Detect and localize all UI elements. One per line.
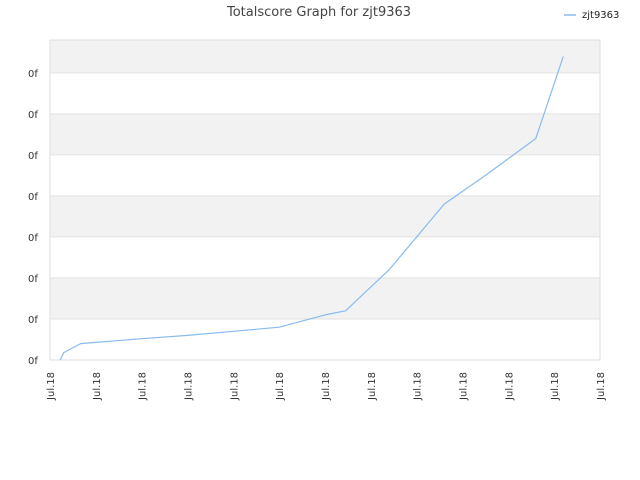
plot-band [50, 318, 600, 360]
x-tick-label: Jul.18 [367, 372, 378, 401]
x-tick-label: Jul.18 [413, 372, 424, 401]
plot-border [49, 39, 601, 361]
plot-band [50, 72, 600, 114]
y-tick-label: 0f [28, 233, 38, 244]
x-tick-label: Jul.18 [229, 372, 240, 401]
y-tick-label: 0f [28, 110, 38, 121]
plot-band [50, 40, 600, 73]
x-tick-label: Jul.18 [46, 372, 57, 401]
y-tick-label: 0f [28, 356, 38, 367]
x-axis: Jul.18 Jul.18 Jul.18 Jul.18 Jul.18 Jul.18 Jul.… [46, 372, 607, 401]
plot-bands [50, 40, 600, 360]
x-tick-label: Jul.18 [321, 372, 332, 401]
y-tick-label: 0f [28, 151, 38, 162]
plot-band [50, 236, 600, 278]
y-tick-label: 0f [28, 69, 38, 80]
plot-band [50, 154, 600, 196]
y-axis: 0f 0f 0f 0f 0f 0f 0f 0f [28, 69, 38, 367]
x-tick-label: Jul.18 [275, 372, 286, 401]
plot-band [50, 195, 600, 237]
x-tick-label: Jul.18 [184, 372, 195, 401]
chart-title: Totalscore Graph for zjt9363 [226, 5, 411, 20]
series-line [59, 56, 564, 361]
x-tick-label: Jul.18 [92, 372, 103, 401]
x-tick-label: Jul.18 [459, 372, 470, 401]
x-tick-label: Jul.18 [596, 372, 607, 401]
x-tick-label: Jul.18 [550, 372, 561, 401]
legend-label: zjt9363 [582, 10, 619, 21]
series-layer [59, 56, 564, 361]
x-tick-label: Jul.18 [138, 372, 149, 401]
y-tick-label: 0f [28, 315, 38, 326]
plot-band [50, 113, 600, 155]
plot-band [50, 277, 600, 319]
legend[interactable]: zjt9363 [564, 10, 619, 21]
y-tick-label: 0f [28, 274, 38, 285]
y-tick-label: 0f [28, 192, 38, 203]
x-tick-label: Jul.18 [504, 372, 515, 401]
